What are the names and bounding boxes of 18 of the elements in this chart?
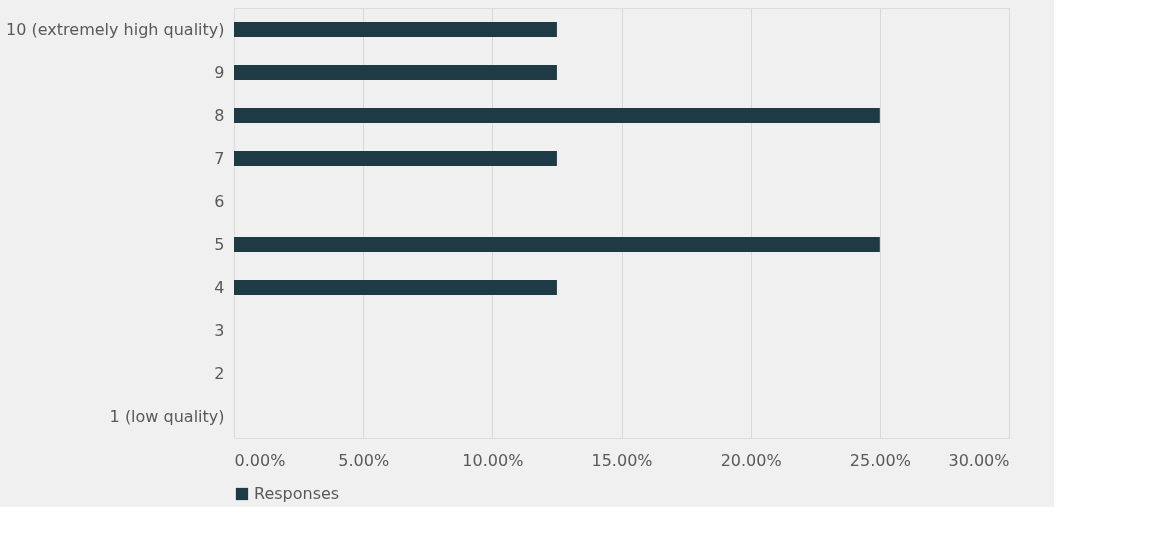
x-tick-label: 15.00%: [591, 450, 653, 470]
y-tick-label: 6: [214, 191, 225, 211]
y-tick-label: 3: [214, 320, 225, 340]
x-tick-label: 30.00%: [948, 450, 1010, 470]
x-tick-label: 10.00%: [462, 450, 524, 470]
x-tick-label: 25.00%: [849, 450, 911, 470]
x-tick-label: 0.00%: [234, 450, 286, 470]
y-tick-label: 9: [214, 62, 225, 82]
y-tick-label: 7: [214, 148, 225, 168]
y-tick-label: 1 (low quality): [109, 406, 225, 426]
x-tick-label: 20.00%: [720, 450, 782, 470]
legend-label: Responses: [254, 484, 340, 503]
y-tick-label: 5: [214, 234, 225, 254]
x-tick-label: 5.00%: [338, 450, 390, 470]
y-tick-label: 10 (extremely high quality): [6, 19, 225, 39]
y-tick-label: 8: [214, 105, 225, 125]
y-tick-label: 4: [214, 277, 225, 297]
y-tick-label: 2: [214, 363, 225, 383]
